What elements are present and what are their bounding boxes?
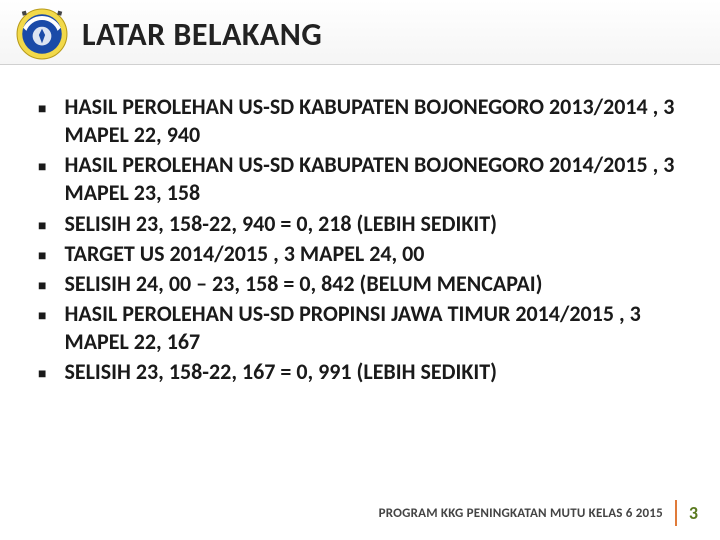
list-item: ■ HASIL PEROLEHAN US-SD KABUPATEN BOJONE… xyxy=(38,93,682,149)
bullet-icon: ■ xyxy=(38,277,46,294)
bullet-icon: ■ xyxy=(38,307,46,324)
list-item: ■ TARGET US 2014/2015 , 3 MAPEL 24, 00 xyxy=(38,240,682,268)
slide-footer: PROGRAM KKG PENINGKATAN MUTU KELAS 6 201… xyxy=(379,500,698,526)
bullet-icon: ■ xyxy=(38,365,46,382)
bullet-list: ■ HASIL PEROLEHAN US-SD KABUPATEN BOJONE… xyxy=(38,93,682,387)
bullet-icon: ■ xyxy=(38,247,46,264)
bullet-text: SELISIH 23, 158-22, 167 = 0, 991 (LEBIH … xyxy=(64,358,497,386)
footer-separator xyxy=(675,500,677,526)
bullet-text: SELISIH 24, 00 – 23, 158 = 0, 842 (BELUM… xyxy=(64,270,542,298)
slide-title: LATAR BELAKANG xyxy=(82,15,322,54)
list-item: ■ HASIL PEROLEHAN US-SD PROPINSI JAWA TI… xyxy=(38,300,682,356)
slide-content: ■ HASIL PEROLEHAN US-SD KABUPATEN BOJONE… xyxy=(0,65,720,387)
bullet-icon: ■ xyxy=(38,158,46,175)
list-item: ■ SELISIH 23, 158-22, 167 = 0, 991 (LEBI… xyxy=(38,358,682,386)
bullet-icon: ■ xyxy=(38,217,46,234)
tut-wuri-handayani-logo xyxy=(16,8,68,60)
slide-header: LATAR BELAKANG xyxy=(0,0,720,65)
bullet-text: SELISIH 23, 158-22, 940 = 0, 218 (LEBIH … xyxy=(64,210,497,238)
bullet-text: HASIL PEROLEHAN US-SD KABUPATEN BOJONEGO… xyxy=(64,93,682,149)
list-item: ■ SELISIH 24, 00 – 23, 158 = 0, 842 (BEL… xyxy=(38,270,682,298)
list-item: ■ HASIL PEROLEHAN US-SD KABUPATEN BOJONE… xyxy=(38,151,682,207)
bullet-text: TARGET US 2014/2015 , 3 MAPEL 24, 00 xyxy=(64,240,424,268)
page-number: 3 xyxy=(689,502,698,524)
bullet-icon: ■ xyxy=(38,100,46,117)
footer-program-text: PROGRAM KKG PENINGKATAN MUTU KELAS 6 201… xyxy=(379,506,663,521)
bullet-text: HASIL PEROLEHAN US-SD PROPINSI JAWA TIMU… xyxy=(64,300,682,356)
list-item: ■ SELISIH 23, 158-22, 940 = 0, 218 (LEBI… xyxy=(38,210,682,238)
bullet-text: HASIL PEROLEHAN US-SD KABUPATEN BOJONEGO… xyxy=(64,151,682,207)
